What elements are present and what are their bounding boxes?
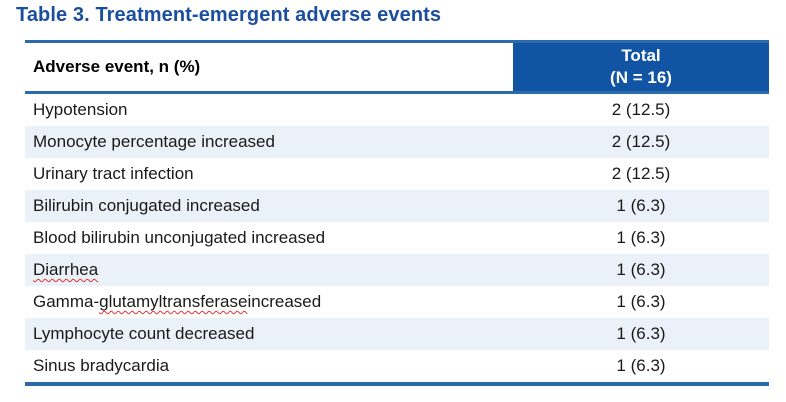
table-row: Monocyte percentage increased 2 (12.5)	[25, 126, 769, 158]
adverse-event-cell: Gamma-glutamyltransferase increased	[25, 286, 513, 318]
adverse-event-text: increased	[247, 292, 322, 311]
table-row: Bilirubin conjugated increased 1 (6.3)	[25, 190, 769, 222]
count-percent-cell: 2 (12.5)	[611, 132, 671, 151]
table-row: Sinus bradycardia 1 (6.3)	[25, 350, 769, 382]
count-percent-cell: 2 (12.5)	[611, 164, 671, 183]
column-header-total-line1: Total	[621, 45, 661, 65]
adverse-event-text: Hypotension	[33, 100, 128, 119]
table-title: Table 3. Treatment-emergent adverse even…	[16, 4, 442, 26]
count-percent-cell: 1 (6.3)	[616, 292, 666, 311]
adverse-event-cell: Lymphocyte count decreased	[25, 318, 513, 350]
count-percent-cell: 1 (6.3)	[616, 196, 666, 215]
column-header-total-line2: (N = 16)	[610, 68, 672, 87]
adverse-event-text: Blood bilirubin unconjugated increased	[33, 228, 326, 247]
table-body: Hypotension 2 (12.5) Monocyte percentage i…	[25, 94, 769, 382]
adverse-event-cell: Blood bilirubin unconjugated increased	[25, 222, 513, 254]
count-percent-cell: 2 (12.5)	[611, 100, 671, 119]
misspelled-word: Diarrhea	[33, 260, 99, 279]
adverse-event-text: Lymphocyte count decreased	[33, 324, 255, 343]
table-row: Blood bilirubin unconjugated increased 1 …	[25, 222, 769, 254]
table-row: Gamma-glutamyltransferase increased 1 (6.…	[25, 286, 769, 318]
adverse-event-cell: Sinus bradycardia	[25, 350, 513, 382]
misspelled-word: glutamyltransferase	[99, 292, 248, 311]
adverse-event-cell: Hypotension	[25, 94, 513, 126]
count-percent-cell: 1 (6.3)	[616, 356, 666, 375]
table-row: Diarrhea 1 (6.3)	[25, 254, 769, 286]
table-row: Lymphocyte count decreased 1 (6.3)	[25, 318, 769, 350]
adverse-event-text: Gamma-	[33, 292, 100, 311]
adverse-event-text: Monocyte percentage increased	[33, 132, 275, 151]
adverse-event-cell: Diarrhea	[25, 254, 513, 286]
column-header-adverse-event: Adverse event, n (%)	[33, 57, 201, 76]
adverse-event-text: Bilirubin conjugated increased	[33, 196, 260, 215]
table-header-row: Adverse event, n (%) Total (N = 16)	[25, 43, 769, 94]
adverse-event-cell: Monocyte percentage increased	[25, 126, 513, 158]
column-header-total: Total (N = 16)	[513, 43, 769, 91]
count-percent-cell: 1 (6.3)	[616, 324, 666, 343]
table-row: Urinary tract infection 2 (12.5)	[25, 158, 769, 190]
table-row: Hypotension 2 (12.5)	[25, 94, 769, 126]
count-percent-cell: 1 (6.3)	[616, 260, 666, 279]
count-percent-cell: 1 (6.3)	[616, 228, 666, 247]
adverse-event-cell: Urinary tract infection	[25, 158, 513, 190]
adverse-event-text: Urinary tract infection	[33, 164, 194, 183]
adverse-event-text: Sinus bradycardia	[33, 356, 170, 375]
adverse-event-cell: Bilirubin conjugated increased	[25, 190, 513, 222]
adverse-events-table: Adverse event, n (%) Total (N = 16) Hypo…	[25, 40, 769, 386]
